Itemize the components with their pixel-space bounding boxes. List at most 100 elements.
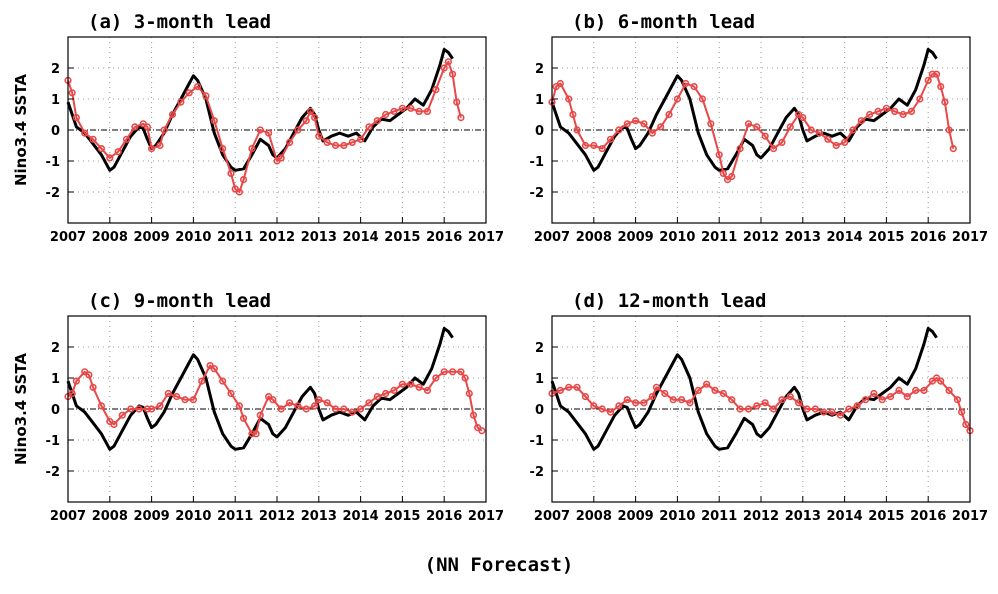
- panel-title: (a) 3-month lead: [88, 11, 271, 33]
- data-point: [465, 389, 473, 398]
- data-point: [648, 393, 656, 401]
- x-tick-label: 2013: [301, 230, 337, 245]
- x-tick-label: 2012: [743, 230, 779, 245]
- data-point: [857, 117, 865, 125]
- data-point: [239, 176, 248, 184]
- data-point: [302, 117, 310, 125]
- data-point: [365, 123, 373, 131]
- data-point: [382, 110, 390, 119]
- data-point: [285, 138, 294, 146]
- data-point: [97, 402, 106, 410]
- data-point: [912, 386, 920, 395]
- x-tick-label: 2009: [134, 230, 170, 245]
- data-point: [698, 95, 707, 103]
- data-point: [127, 405, 135, 413]
- y-tick-label: -2: [530, 465, 544, 480]
- data-point: [390, 107, 398, 115]
- y-tick-label: 0: [535, 403, 544, 418]
- x-tick-label: 2015: [868, 230, 904, 245]
- x-tick-label: 2011: [217, 509, 253, 524]
- x-tick-label: 2010: [659, 509, 695, 524]
- data-point: [769, 145, 778, 153]
- series-line-forecast: [551, 377, 971, 432]
- data-point: [815, 129, 824, 137]
- data-point: [118, 411, 126, 419]
- data-point: [256, 126, 264, 134]
- data-point: [590, 402, 598, 410]
- data-point: [398, 104, 407, 112]
- y-tick-label: 2: [535, 62, 544, 77]
- data-point: [849, 126, 857, 134]
- data-point: [631, 399, 640, 407]
- data-point: [148, 145, 156, 153]
- data-point: [440, 368, 448, 376]
- data-point: [407, 104, 415, 112]
- panel-title: (d) 12-month lead: [572, 290, 766, 312]
- x-tick-label: 2008: [576, 230, 612, 245]
- data-point: [323, 138, 331, 146]
- data-point: [799, 113, 807, 122]
- y-axis-label: Nino3.4 SSTA: [12, 353, 30, 465]
- data-point: [744, 405, 753, 413]
- data-point: [302, 405, 310, 413]
- data-point: [891, 107, 899, 115]
- x-tick-label: 2010: [175, 509, 211, 524]
- data-point: [924, 76, 932, 84]
- chart-panel-3: 2007 2008 2009 2010 2011 2012 2013 2014 2015 2016…: [530, 290, 989, 524]
- data-point: [778, 138, 786, 146]
- data-point: [415, 107, 423, 115]
- data-point: [135, 405, 143, 413]
- data-point: [461, 374, 469, 382]
- data-point: [315, 396, 323, 404]
- data-point: [193, 82, 202, 91]
- data-point: [556, 386, 564, 395]
- data-point: [937, 377, 945, 385]
- data-point: [177, 98, 185, 106]
- chart-panel-1: 2007 2008 2009 2010 2011 2012 2013 2014 2015 2016…: [530, 11, 989, 245]
- y-tick-label: 1: [535, 372, 544, 387]
- data-point: [106, 154, 114, 162]
- data-point: [640, 120, 648, 128]
- panel-title: (c) 9-month lead: [88, 290, 271, 312]
- data-point: [786, 393, 794, 401]
- x-tick-label: 2014: [827, 509, 863, 524]
- data-point: [832, 141, 840, 150]
- data-point: [665, 110, 673, 119]
- data-point: [581, 393, 590, 401]
- data-point: [736, 145, 744, 153]
- x-tick-label: 2010: [659, 230, 695, 245]
- x-tick-label: 2014: [343, 230, 379, 245]
- data-point: [185, 89, 193, 97]
- data-point: [348, 408, 356, 416]
- data-point: [156, 402, 164, 410]
- data-point: [277, 154, 285, 162]
- data-point: [870, 389, 878, 398]
- data-point: [122, 135, 131, 143]
- data-point: [853, 402, 861, 410]
- data-point: [795, 399, 803, 407]
- data-point: [598, 145, 606, 153]
- data-point: [311, 113, 319, 122]
- data-point: [110, 420, 118, 429]
- data-point: [711, 386, 719, 395]
- y-tick-label: -2: [46, 186, 60, 201]
- data-point: [690, 82, 698, 91]
- y-tick-label: 1: [51, 93, 60, 108]
- x-tick-label: 2007: [534, 230, 570, 245]
- data-point: [306, 107, 315, 115]
- data-point: [189, 396, 197, 404]
- x-tick-label: 2013: [785, 230, 821, 245]
- data-point: [331, 141, 340, 150]
- data-point: [669, 396, 677, 404]
- x-tick-label: 2009: [618, 230, 654, 245]
- data-point: [840, 138, 849, 146]
- data-point: [694, 386, 702, 395]
- data-point: [68, 89, 76, 97]
- y-tick-label: -1: [530, 155, 544, 170]
- data-point: [219, 377, 227, 385]
- data-point: [606, 408, 615, 416]
- data-point: [861, 396, 870, 404]
- data-point: [89, 383, 97, 391]
- data-point: [269, 396, 277, 404]
